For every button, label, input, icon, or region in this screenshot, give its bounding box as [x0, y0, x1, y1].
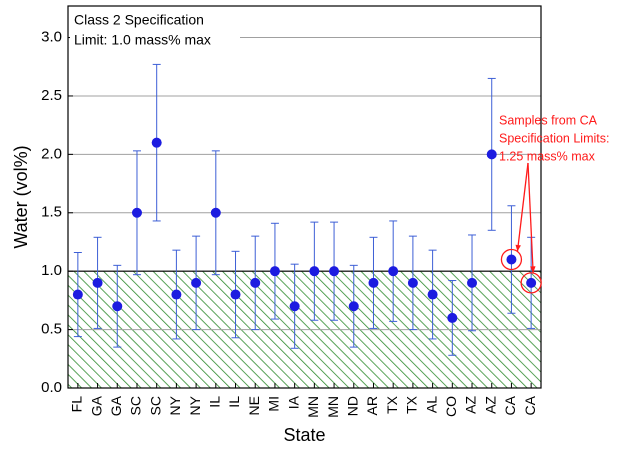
x-tick-label: NY: [167, 395, 183, 415]
info-text: Class 2 Specification: [74, 12, 204, 28]
arrow-head: [515, 244, 521, 252]
y-tick-label: 1.5: [41, 204, 62, 221]
x-tick-label: IL: [207, 396, 223, 408]
point: [250, 277, 261, 288]
x-tick-label: TX: [404, 395, 420, 414]
highlight-circle: [520, 272, 542, 294]
point: [309, 266, 320, 277]
point: [447, 312, 458, 323]
x-tick-label: NY: [187, 395, 203, 415]
x-tick-label: IL: [226, 396, 242, 408]
point: [388, 266, 399, 277]
highlight-circle: [500, 248, 523, 271]
point: [368, 277, 379, 288]
x-tick-label: CA: [522, 395, 538, 415]
point: [526, 277, 537, 288]
point: [112, 301, 123, 312]
y-tick-label: 0.0: [41, 379, 62, 396]
y-tick-label: 3.0: [41, 29, 62, 46]
point: [289, 301, 300, 312]
annotation-arrow: [516, 162, 529, 252]
x-tick-label: CA: [502, 395, 518, 415]
y-tick-label: 0.5: [41, 321, 62, 338]
point: [486, 149, 497, 160]
point: [191, 277, 202, 288]
point: [467, 277, 478, 288]
point: [92, 277, 103, 288]
x-tick-label: IA: [285, 395, 301, 409]
x-tick-label: MI: [266, 396, 282, 412]
arrow-head: [530, 266, 536, 273]
y-axis-label: Water (vol%): [11, 145, 31, 248]
annotation-text: Specification Limits:: [499, 131, 609, 145]
point: [427, 289, 438, 300]
info-text: Limit: 1.0 mass% max: [74, 32, 211, 48]
x-tick-label: TX: [384, 395, 400, 414]
x-tick-label: FL: [69, 396, 85, 413]
point: [230, 289, 241, 300]
x-tick-label: GA: [108, 395, 124, 416]
x-tick-label: AL: [423, 396, 439, 413]
point: [151, 137, 162, 148]
x-tick-label: ND: [344, 396, 360, 416]
point: [269, 266, 280, 277]
point: [72, 289, 83, 300]
x-tick-label: GA: [88, 395, 104, 416]
x-axis-label: State: [283, 425, 325, 445]
y-tick-label: 1.0: [41, 262, 62, 279]
y-tick-label: 2.0: [41, 145, 62, 162]
point: [171, 289, 182, 300]
point: [210, 207, 221, 218]
point: [131, 207, 142, 218]
point: [506, 254, 517, 265]
y-tick-label: 2.5: [41, 87, 62, 104]
point: [329, 266, 340, 277]
annotation-text: Samples from CA: [499, 113, 598, 127]
x-tick-label: SC: [128, 396, 144, 415]
x-tick-label: MN: [325, 396, 341, 418]
plot-frame: [67, 5, 542, 389]
x-tick-label: CO: [443, 396, 459, 417]
annotation-text: 1.25 mass% max: [499, 149, 596, 163]
point: [407, 277, 418, 288]
info-box: [70, 8, 240, 52]
x-tick-label: AZ: [463, 396, 479, 414]
annotation-arrow: [527, 162, 534, 273]
x-tick-label: NE: [246, 396, 262, 415]
x-tick-label: AR: [364, 396, 380, 415]
x-tick-label: MN: [305, 396, 321, 418]
point: [348, 301, 359, 312]
x-tick-label: SC: [147, 396, 163, 415]
x-tick-label: AZ: [482, 396, 498, 414]
